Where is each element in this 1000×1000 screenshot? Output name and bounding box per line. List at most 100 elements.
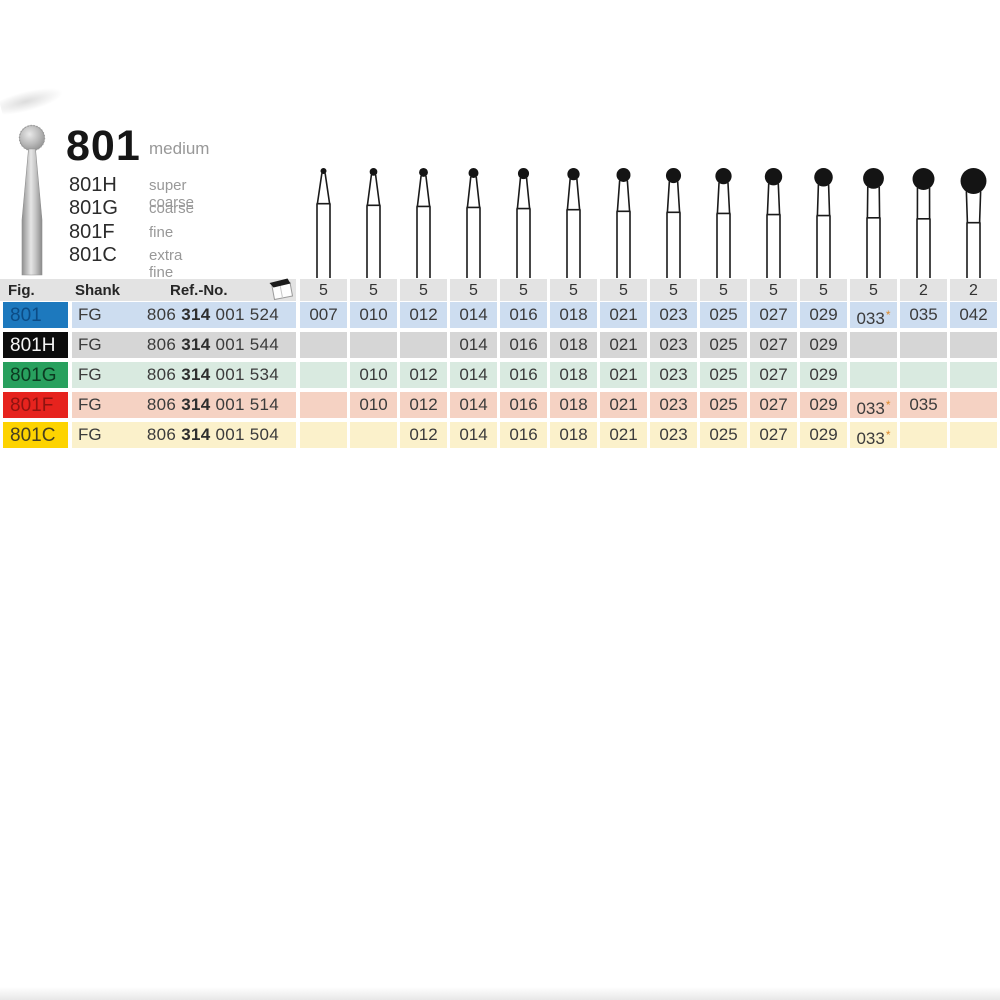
bur-silhouette-014 bbox=[466, 168, 481, 278]
bur-silhouette-018 bbox=[566, 168, 581, 278]
size-cell-801g-021: 021 bbox=[600, 362, 647, 388]
fig-chip-801c: 801C bbox=[3, 422, 68, 448]
size-cell-801f-018: 018 bbox=[550, 392, 597, 418]
size-cell-801h-018: 018 bbox=[550, 332, 597, 358]
bur-silhouette-010 bbox=[366, 168, 381, 278]
bur-silhouette-025 bbox=[715, 168, 732, 278]
size-cell-801f-012: 012 bbox=[400, 392, 447, 418]
ref-no: 806 314 001 524 bbox=[146, 305, 280, 324]
size-cell-801h-012 bbox=[400, 332, 447, 358]
size-cell-801g-025: 025 bbox=[700, 362, 747, 388]
variant-grit: super coarse bbox=[149, 177, 195, 211]
variant-grit: coarse bbox=[149, 200, 195, 218]
pack-qty-cell-012: 5 bbox=[400, 279, 447, 301]
size-cell-801f-023: 023 bbox=[650, 392, 697, 418]
size-cell-801c-023: 023 bbox=[650, 422, 697, 448]
size-cell-801c-021: 021 bbox=[600, 422, 647, 448]
size-cell-801c-014: 014 bbox=[450, 422, 497, 448]
ref-no: 806 314 001 504 bbox=[146, 425, 280, 444]
size-cell-801h-016: 016 bbox=[500, 332, 547, 358]
bur-product-photo bbox=[18, 124, 46, 276]
shank-value: FG bbox=[78, 305, 102, 324]
size-cell-801h-029: 029 bbox=[800, 332, 847, 358]
size-cell-801g-007 bbox=[300, 362, 347, 388]
column-header-fig: Fig. bbox=[8, 282, 35, 299]
variant-code: 801H bbox=[69, 174, 117, 196]
variant-grit: fine bbox=[149, 223, 174, 241]
size-cell-801f-007 bbox=[300, 392, 347, 418]
size-star: * bbox=[885, 398, 891, 412]
variant-grit: extra fine bbox=[149, 246, 183, 281]
size-cell-801f-027: 027 bbox=[750, 392, 797, 418]
size-cell-801f-035: 035 bbox=[900, 392, 947, 418]
size-cell-801c-010 bbox=[350, 422, 397, 448]
product-grit: medium bbox=[149, 139, 210, 158]
bur-silhouette-029 bbox=[814, 168, 833, 278]
ref-no: 806 314 001 534 bbox=[146, 365, 280, 384]
size-cell-801f-029: 029 bbox=[800, 392, 847, 418]
bur-silhouette-033 bbox=[863, 168, 884, 278]
size-cell-801f-016: 016 bbox=[500, 392, 547, 418]
variant-code: 801F bbox=[69, 220, 115, 243]
size-cell-801f-010: 010 bbox=[350, 392, 397, 418]
product-figure: 801 bbox=[66, 122, 141, 170]
size-cell-801f-014: 014 bbox=[450, 392, 497, 418]
size-cell-801g-018: 018 bbox=[550, 362, 597, 388]
size-cell-801g-042 bbox=[950, 362, 997, 388]
size-cell-801g-012: 012 bbox=[400, 362, 447, 388]
bur-silhouette-021 bbox=[616, 168, 631, 278]
size-cell-801c-007 bbox=[300, 422, 347, 448]
size-cell-801-027: 027 bbox=[750, 302, 797, 328]
size-cell-801g-029: 029 bbox=[800, 362, 847, 388]
pack-qty-cell-029: 5 bbox=[800, 279, 847, 301]
size-cell-801c-025: 025 bbox=[700, 422, 747, 448]
bur-silhouette-023 bbox=[665, 168, 682, 278]
size-cell-801-014: 014 bbox=[450, 302, 497, 328]
shank-value: FG bbox=[78, 335, 102, 354]
bur-silhouette-027 bbox=[764, 168, 783, 278]
size-cell-801-016: 016 bbox=[500, 302, 547, 328]
size-cell-801h-023: 023 bbox=[650, 332, 697, 358]
size-cell-801f-042 bbox=[950, 392, 997, 418]
fig-chip-801g: 801G bbox=[3, 362, 68, 388]
bur-silhouette-042 bbox=[960, 168, 987, 278]
pack-qty-cell-021: 5 bbox=[600, 279, 647, 301]
pack-qty-cell-027: 5 bbox=[750, 279, 797, 301]
shank-ref-cell: FG 806 314 001 524 bbox=[72, 302, 296, 328]
pack-qty-cell-035: 2 bbox=[900, 279, 947, 301]
pack-qty-cell-016: 5 bbox=[500, 279, 547, 301]
size-cell-801h-033 bbox=[850, 332, 897, 358]
size-cell-801c-012: 012 bbox=[400, 422, 447, 448]
size-star: * bbox=[885, 308, 891, 322]
size-cell-801-029: 029 bbox=[800, 302, 847, 328]
pack-qty-cell-023: 5 bbox=[650, 279, 697, 301]
size-cell-801f-021: 021 bbox=[600, 392, 647, 418]
column-header-shank: Shank bbox=[75, 282, 121, 299]
size-cell-801-012: 012 bbox=[400, 302, 447, 328]
size-cell-801g-035 bbox=[900, 362, 947, 388]
size-cell-801g-016: 016 bbox=[500, 362, 547, 388]
size-cell-801h-021: 021 bbox=[600, 332, 647, 358]
pack-qty-cell-014: 5 bbox=[450, 279, 497, 301]
size-cell-801h-007 bbox=[300, 332, 347, 358]
size-cell-801h-027: 027 bbox=[750, 332, 797, 358]
fig-chip-801f: 801F bbox=[3, 392, 68, 418]
size-cell-801c-029: 029 bbox=[800, 422, 847, 448]
ref-no: 806 314 001 544 bbox=[146, 335, 280, 354]
shank-value: FG bbox=[78, 395, 102, 414]
size-cell-801c-018: 018 bbox=[550, 422, 597, 448]
size-cell-801-018: 018 bbox=[550, 302, 597, 328]
size-cell-801h-014: 014 bbox=[450, 332, 497, 358]
bur-silhouette-007 bbox=[316, 168, 331, 278]
shank-ref-cell: FG 806 314 001 534 bbox=[72, 362, 296, 388]
shank-ref-cell: FG 806 314 001 514 bbox=[72, 392, 296, 418]
page-bottom-shadow bbox=[0, 987, 1000, 1000]
ref-no: 806 314 001 514 bbox=[146, 395, 280, 414]
size-cell-801c-027: 027 bbox=[750, 422, 797, 448]
size-cell-801-025: 025 bbox=[700, 302, 747, 328]
fig-chip-801h: 801H bbox=[3, 332, 68, 358]
size-cell-801h-025: 025 bbox=[700, 332, 747, 358]
size-cell-801c-016: 016 bbox=[500, 422, 547, 448]
pack-qty-cell-007: 5 bbox=[300, 279, 347, 301]
pack-qty-cell-025: 5 bbox=[700, 279, 747, 301]
